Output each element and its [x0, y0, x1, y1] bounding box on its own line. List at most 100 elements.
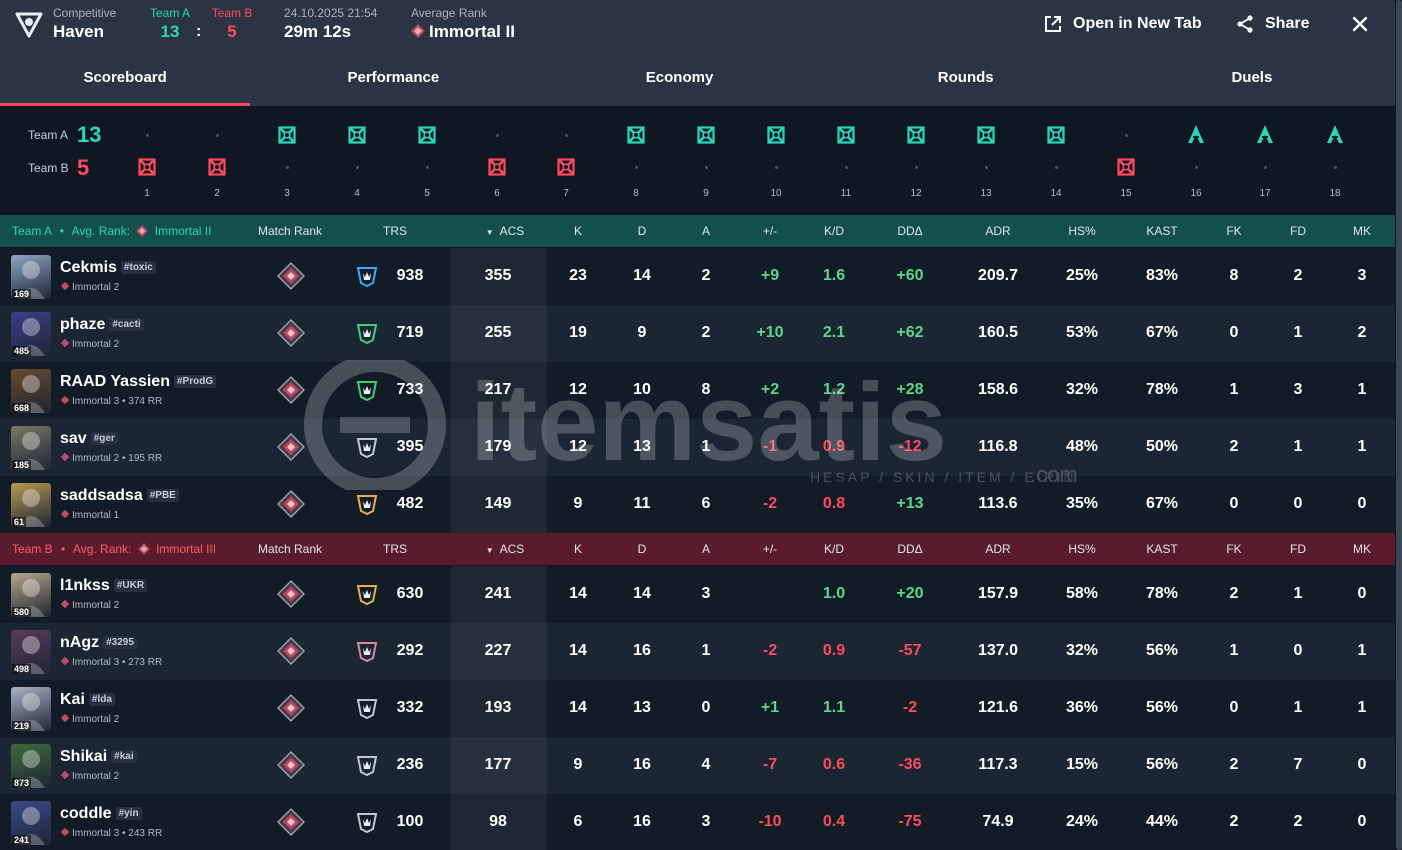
col-kd-header[interactable]: K/D: [823, 542, 844, 556]
col-acs-header[interactable]: ▼ ACS: [485, 542, 525, 556]
team-b-player-row[interactable]: 241 coddle #yin Immortal 3 • 243 RR 100 98 6 16…: [0, 794, 1395, 850]
account-level: 485: [12, 346, 32, 356]
match-datetime: 24.10.2025 21:54: [284, 6, 378, 20]
scrollbar-thumb[interactable]: [1396, 0, 1402, 850]
tab-duels[interactable]: Duels: [1231, 69, 1273, 86]
col-hs-value: 53%: [1065, 324, 1099, 341]
col-fd-header[interactable]: FD: [1290, 224, 1306, 238]
col-hs-value: 24%: [1065, 813, 1099, 830]
col-adr-value: 137.0: [977, 642, 1019, 659]
col-adr-header[interactable]: ADR: [985, 542, 1011, 556]
col-k-header[interactable]: K: [573, 542, 582, 556]
player-name[interactable]: RAAD Yassien: [60, 373, 170, 390]
round-number: 3: [284, 188, 290, 199]
tab-performance[interactable]: Performance: [347, 69, 440, 86]
round-number: 7: [563, 188, 569, 199]
trs-badge-icon: [355, 582, 379, 606]
round-number: 11: [840, 188, 852, 199]
sort-desc-icon: ▼: [485, 546, 494, 555]
player-name[interactable]: phaze: [60, 316, 106, 333]
team-a-header: Team A • Avg. Rank: Immortal II Match Ra…: [0, 215, 1395, 247]
col-fk-header[interactable]: FK: [1226, 542, 1242, 556]
round-number: 16: [1190, 188, 1202, 199]
tab-economy[interactable]: Economy: [645, 69, 714, 86]
account-level: 498: [12, 664, 32, 674]
team-a-player-row[interactable]: 668 RAAD Yassien #ProdG Immortal 3 • 374 RR…: [0, 362, 1395, 419]
col-a-header[interactable]: A: [701, 224, 710, 238]
team-a-player-row[interactable]: 169 Cekmis #toxic Immortal 2 938 355 23 14 2 +9 1.…: [0, 248, 1395, 305]
match-rank-icon: [277, 808, 305, 836]
col-dda-value: +60: [896, 267, 924, 284]
col-fk-value: 1: [1229, 642, 1239, 659]
player-name[interactable]: sav: [60, 430, 87, 447]
team-b-player-row[interactable]: 580 l1nkss #UKR Immortal 2 630 241 14 14 3 1.0 +20…: [0, 566, 1395, 623]
col-dda-header[interactable]: DDΔ: [897, 224, 923, 238]
team-a-score-block: Team A 13: [149, 6, 191, 42]
team-b-player-row[interactable]: 498 nAgz #3295 Immortal 3 • 273 RR 292 227 14 1…: [0, 623, 1395, 680]
col-acs-value: 241: [484, 585, 512, 602]
player-name[interactable]: Kai: [60, 691, 85, 708]
elimination-win-icon: [135, 155, 159, 179]
col-kd-header[interactable]: K/D: [823, 224, 844, 238]
col-trs-header[interactable]: TRS: [383, 224, 407, 238]
col-dda-value: -57: [898, 642, 922, 659]
player-name[interactable]: Cekmis: [60, 259, 117, 276]
team-a-player-row[interactable]: 185 sav #ger Immortal 2 • 195 RR 395 179 12 13 1…: [0, 419, 1395, 476]
col-fk-header[interactable]: FK: [1226, 224, 1242, 238]
player-name[interactable]: coddle: [60, 805, 112, 822]
col-fd-value: 1: [1293, 438, 1303, 455]
round-empty-dot: [1044, 155, 1068, 179]
col-match-rank-header[interactable]: Match Rank: [257, 542, 323, 556]
col-d-header[interactable]: D: [637, 224, 647, 238]
col-d-value: 14: [633, 585, 651, 602]
close-button[interactable]: [1350, 11, 1370, 37]
rank-icon: [60, 395, 70, 405]
trs-badge-icon: [355, 492, 379, 516]
team-a-player-row[interactable]: 61 saddsadsa #PBE Immortal 1 482 149 9 11 6 -2 0.8…: [0, 476, 1395, 533]
tab-scoreboard[interactable]: Scoreboard: [0, 54, 251, 106]
player-tag: #ger: [90, 432, 118, 445]
col-trs-header[interactable]: TRS: [383, 542, 407, 556]
col-a-value: 0: [701, 699, 711, 716]
team-b-player-row[interactable]: 219 Kai #lda Immortal 2 332 193 14 13 0 +1 1.1 -2 12…: [0, 680, 1395, 737]
col-plus-minus-header[interactable]: +/-: [762, 542, 778, 556]
player-name[interactable]: Shikai: [60, 748, 108, 765]
col-acs-header[interactable]: ▼ ACS: [485, 224, 525, 238]
elimination-win-icon: [485, 155, 509, 179]
col-kast-header[interactable]: KAST: [1146, 224, 1178, 238]
col-fd-header[interactable]: FD: [1290, 542, 1306, 556]
col-k-value: 9: [573, 495, 583, 512]
scrollbar[interactable]: [1396, 0, 1402, 850]
col-hs-header[interactable]: HS%: [1068, 224, 1096, 238]
team-b-avg-rank-label: Avg. Rank:: [72, 542, 132, 556]
player-name[interactable]: nAgz: [60, 634, 100, 651]
col-hs-header[interactable]: HS%: [1068, 542, 1096, 556]
col-mk-value: 0: [1357, 585, 1367, 602]
timeline-team-b-label: Team B: [28, 161, 69, 175]
col-mk-header[interactable]: MK: [1353, 224, 1371, 238]
player-rank: Immortal 2: [72, 714, 120, 725]
col-adr-value: 160.5: [977, 324, 1019, 341]
tab-rounds[interactable]: Rounds: [937, 69, 994, 86]
open-new-tab-button[interactable]: Open in New Tab: [1043, 11, 1202, 37]
col-a-header[interactable]: A: [701, 542, 710, 556]
col-mk-header[interactable]: MK: [1353, 542, 1371, 556]
player-name[interactable]: l1nkss: [60, 577, 110, 594]
elimination-win-icon: [904, 123, 928, 147]
share-button[interactable]: Share: [1235, 11, 1309, 37]
player-name[interactable]: saddsadsa: [60, 487, 143, 504]
col-adr-value: 117.3: [978, 756, 1018, 773]
acs-column-highlight: [451, 419, 547, 476]
col-d-header[interactable]: D: [637, 542, 647, 556]
col-kast-header[interactable]: KAST: [1146, 542, 1178, 556]
team-a-player-row[interactable]: 485 phaze #cacti Immortal 2 719 255 19 9 2 +10 2.1…: [0, 305, 1395, 362]
team-b-player-row[interactable]: 873 Shikai #kai Immortal 2 236 177 9 16 4 -7 0.6 -3…: [0, 737, 1395, 794]
col-match-rank-header[interactable]: Match Rank: [257, 224, 323, 238]
col-plus-minus-value: -2: [762, 495, 778, 512]
col-dda-header[interactable]: DDΔ: [897, 542, 923, 556]
col-k-header[interactable]: K: [573, 224, 582, 238]
col-acs-value: 217: [484, 381, 512, 398]
col-mk-value: 0: [1357, 495, 1367, 512]
col-plus-minus-header[interactable]: +/-: [762, 224, 778, 238]
col-adr-header[interactable]: ADR: [985, 224, 1011, 238]
